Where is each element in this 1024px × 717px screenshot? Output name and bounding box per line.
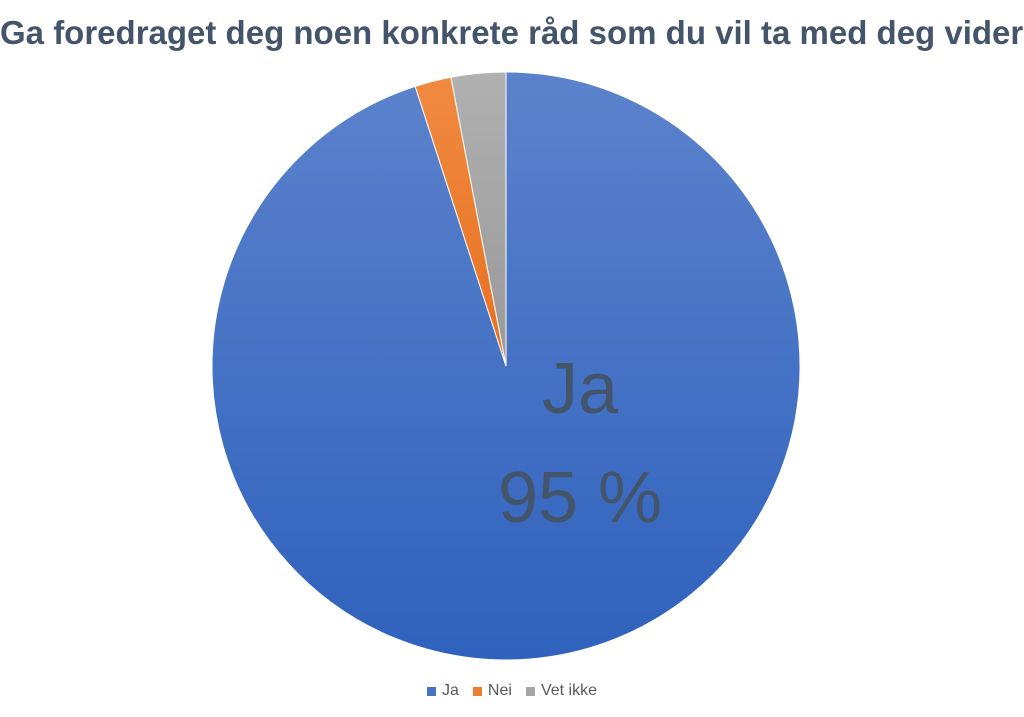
legend-item-ja: Ja: [427, 682, 459, 700]
pie-slice-vet-ikke: [450, 71, 507, 367]
data-label-category: Ja: [542, 349, 619, 429]
legend-label: Nei: [487, 682, 512, 699]
legend-label: Vet ikke: [540, 682, 597, 699]
legend-swatch: [472, 686, 482, 696]
legend-label: Ja: [442, 682, 459, 699]
legend-swatch: [427, 686, 437, 696]
chart-legend: Ja Nei Vet ikke: [0, 682, 1024, 700]
legend-item-vet-ikke: Vet ikke: [525, 682, 597, 700]
legend-swatch: [525, 686, 535, 696]
legend-item-nei: Nei: [472, 682, 512, 700]
chart-title: Ga foredraget deg noen konkrete råd som …: [0, 14, 1024, 51]
data-label-value: 95 %: [498, 458, 662, 538]
